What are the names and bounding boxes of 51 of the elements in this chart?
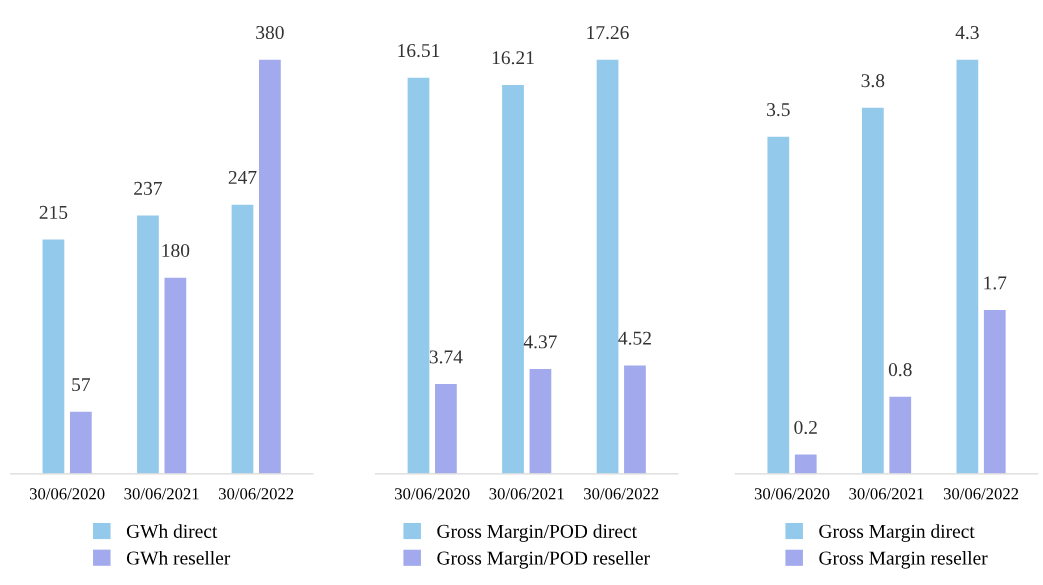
bar bbox=[164, 277, 187, 474]
data-label: 247 bbox=[228, 170, 257, 184]
bar bbox=[435, 384, 457, 474]
legend-label: GWh reseller bbox=[126, 550, 231, 565]
x-tick-label: 30/06/2022 bbox=[219, 488, 294, 500]
data-label: 17.26 bbox=[587, 26, 629, 40]
x-tick-label: 30/06/2021 bbox=[849, 488, 924, 500]
bar bbox=[259, 59, 281, 474]
bar bbox=[529, 368, 552, 474]
bar bbox=[502, 84, 524, 474]
x-tick-label: 30/06/2020 bbox=[754, 488, 830, 500]
data-label: 0.8 bbox=[888, 363, 912, 377]
data-label: 4.37 bbox=[523, 335, 557, 349]
data-label: 4.52 bbox=[618, 331, 651, 345]
data-label: 0.2 bbox=[794, 420, 817, 435]
bar bbox=[137, 215, 159, 474]
bar bbox=[596, 59, 619, 474]
x-tick-label: 30/06/2022 bbox=[584, 488, 659, 500]
data-label: 237 bbox=[134, 181, 162, 195]
legend-label: Gross Margin reseller bbox=[819, 550, 988, 569]
bar bbox=[767, 136, 790, 474]
bar bbox=[983, 310, 1006, 474]
bar bbox=[42, 239, 65, 474]
x-tick-label: 30/06/2021 bbox=[124, 488, 199, 500]
data-label: 16.51 bbox=[398, 44, 440, 58]
x-tick-label: 30/06/2022 bbox=[943, 488, 1019, 500]
bar bbox=[407, 77, 430, 474]
data-label: 3.74 bbox=[429, 350, 463, 364]
x-tick-label: 30/06/2021 bbox=[489, 488, 564, 500]
bar bbox=[624, 365, 646, 474]
data-label: 4.3 bbox=[955, 26, 979, 40]
data-label: 3.8 bbox=[861, 74, 885, 88]
legend-label: Gross Margin/POD direct bbox=[437, 524, 637, 542]
bar bbox=[794, 454, 817, 474]
x-tick-label: 30/06/2020 bbox=[29, 488, 105, 500]
data-label: 57 bbox=[72, 378, 91, 392]
data-label: 3.5 bbox=[767, 103, 790, 117]
bar bbox=[889, 396, 912, 474]
x-tick-label: 30/06/2020 bbox=[395, 488, 470, 500]
bar bbox=[231, 204, 254, 474]
bar bbox=[861, 107, 884, 474]
data-label: 380 bbox=[256, 25, 284, 40]
data-label: 16.21 bbox=[492, 51, 534, 65]
data-label: 180 bbox=[162, 243, 190, 258]
bar bbox=[956, 59, 979, 474]
data-label: 1.7 bbox=[984, 276, 1007, 290]
data-label: 215 bbox=[39, 205, 68, 219]
bar bbox=[69, 411, 92, 474]
legend-label: Gross Margin direct bbox=[819, 524, 975, 542]
legend-label: GWh direct bbox=[126, 524, 218, 539]
legend-label: Gross Margin/POD reseller bbox=[437, 550, 650, 569]
